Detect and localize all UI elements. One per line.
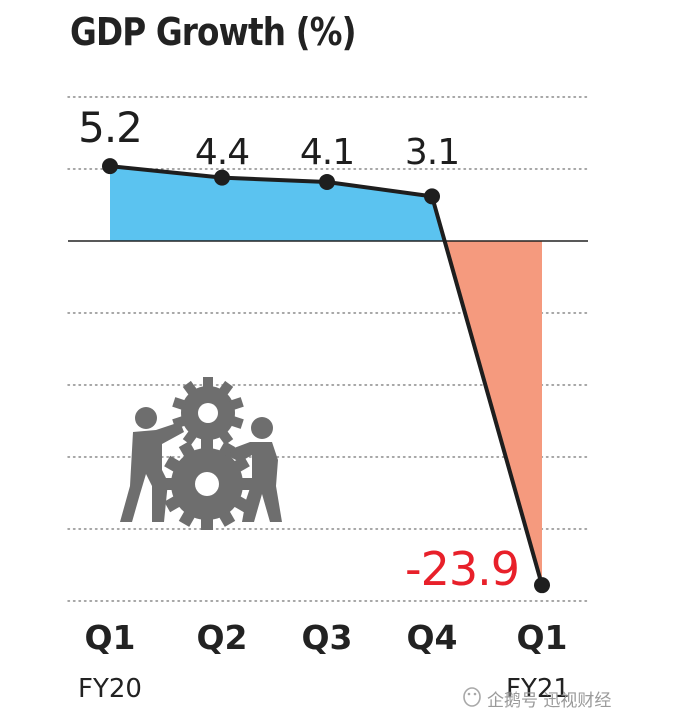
gear-tooth (203, 377, 213, 389)
data-point (214, 169, 230, 186)
data-point (319, 173, 335, 190)
gear-tooth (241, 478, 253, 490)
chart-title: GDP Growth (%) (70, 10, 357, 54)
x-tick-label: Q1 (84, 618, 135, 657)
x-tick-label: Q4 (406, 618, 457, 657)
gear-tooth (172, 397, 187, 411)
x-group-label: FY20 (78, 674, 142, 704)
value-label: 4.1 (300, 132, 354, 173)
x-tick-label: Q3 (301, 618, 352, 657)
gear-tooth (201, 438, 213, 450)
x-group-label: FY21 (506, 674, 570, 704)
value-label: 4.4 (195, 132, 249, 173)
gear-tooth (178, 510, 196, 527)
gear-tooth (218, 429, 234, 446)
gear-tooth (229, 397, 244, 411)
x-tick-label: Q2 (196, 618, 247, 657)
penguin-logo-icon (463, 687, 481, 707)
gear-tooth (218, 380, 234, 397)
two-people-pushing-gears-icon (120, 377, 282, 530)
positive-area-fill (110, 166, 445, 241)
gear-tooth (182, 380, 198, 397)
data-point (534, 577, 550, 594)
gear-tooth (164, 455, 181, 473)
data-labels: 5.2 4.4 4.1 3.1 -23.9 (78, 103, 520, 596)
data-points (102, 158, 550, 594)
value-label: 3.1 (405, 132, 459, 173)
gear-tooth (229, 415, 244, 429)
x-tick-labels: Q1 Q2 Q3 Q4 Q1 (84, 618, 567, 657)
gear-tooth (178, 441, 196, 458)
gridlines (67, 96, 589, 602)
value-label: -23.9 (405, 542, 519, 596)
gear-tooth (164, 495, 181, 513)
data-point (424, 188, 440, 205)
watermark-text: 企鹅号 迅视财经 (487, 691, 612, 711)
gear-tooth (182, 429, 198, 446)
x-group-labels: FY20 FY21 (78, 674, 570, 704)
gear-tooth (201, 518, 213, 530)
gear-tooth (218, 510, 236, 527)
value-label: 5.2 (78, 103, 142, 152)
data-point (102, 158, 118, 175)
area-fills (110, 166, 542, 586)
x-tick-label: Q1 (516, 618, 567, 657)
